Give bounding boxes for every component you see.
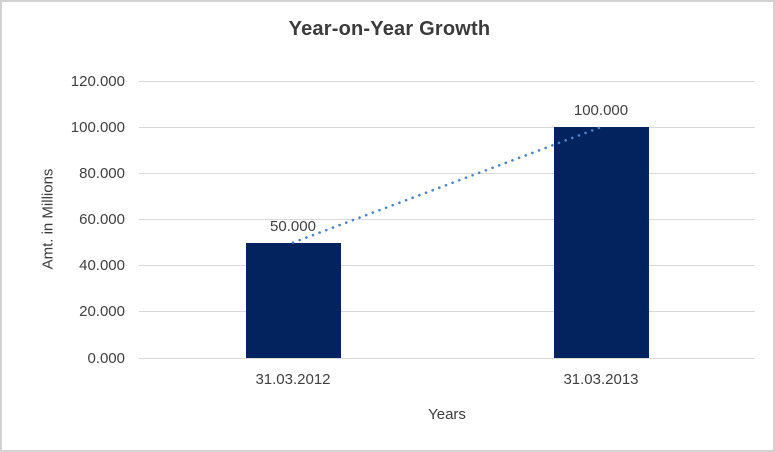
x-tick-label: 31.03.2013 [563, 371, 639, 388]
gridline [139, 172, 755, 174]
chart-title: Year-on-Year Growth [288, 18, 491, 40]
y-tick-label: 120.000 [70, 72, 125, 90]
gridline [139, 311, 755, 313]
trendline [291, 125, 603, 244]
gridline [139, 265, 755, 267]
bar-31.03.2012 [245, 242, 341, 358]
y-tick-label: 100.000 [70, 118, 125, 136]
bar-value-label: 50.000 [270, 217, 316, 235]
y-tick-label: 80.000 [79, 164, 125, 182]
gridline [139, 219, 755, 220]
y-tick-label: 0.000 [87, 349, 125, 367]
trendline-segment [291, 125, 603, 244]
gridline [139, 80, 755, 82]
bar-31.03.2013 [553, 127, 649, 358]
bar-value-label: 100.000 [573, 102, 629, 120]
gridline [139, 126, 755, 128]
plot-area: 50.000 100.000 [139, 80, 755, 359]
y-tick-label: 40.000 [79, 257, 125, 275]
y-tick-label: 20.000 [79, 303, 125, 321]
y-tick-label: 60.000 [79, 211, 125, 228]
x-axis-title: Years [428, 406, 466, 423]
x-tick-label: 31.03.2012 [255, 371, 331, 388]
y-axis-title: Amt. in Millions [39, 168, 57, 270]
gridline [139, 357, 755, 359]
